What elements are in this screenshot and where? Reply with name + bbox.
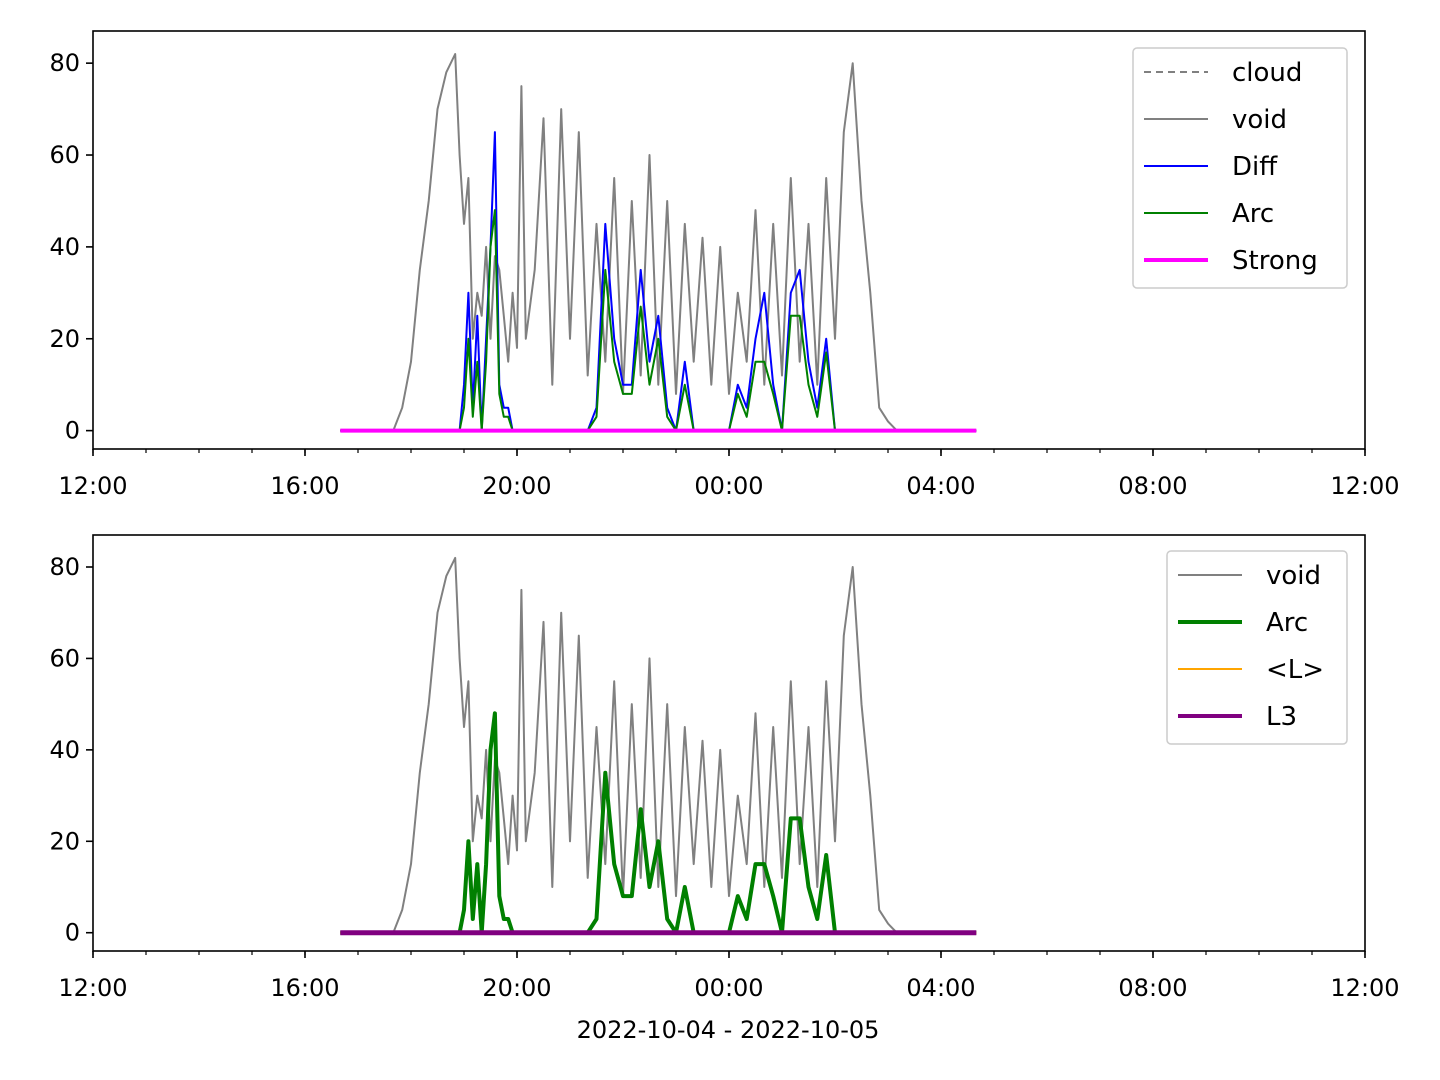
x-tick-label: 12:00 (1330, 472, 1399, 500)
y-tick-label: 20 (49, 325, 80, 353)
y-tick-label: 60 (49, 141, 80, 169)
y-tick-label: 40 (49, 233, 80, 261)
series-line-arc (340, 711, 977, 935)
legend-label: L3 (1266, 702, 1297, 732)
x-tick-label: 04:00 (906, 472, 975, 500)
x-tick-label: 12:00 (58, 974, 127, 1002)
x-tick-label: 04:00 (906, 974, 975, 1002)
y-tick-label: 40 (49, 736, 80, 764)
x-tick-label: 20:00 (482, 974, 551, 1002)
x-tick-label: 00:00 (694, 974, 763, 1002)
x-tick-label: 08:00 (1118, 974, 1187, 1002)
panel-2: 0 20 40 60 80 12:00 16:00 20:00 00:00 04:00 08:00 1… (49, 534, 1400, 1002)
x-tick-label: 16:00 (270, 974, 339, 1002)
legend-frame (1166, 550, 1348, 745)
y-tick-label: 0 (65, 919, 80, 947)
y-tick-label: 80 (49, 553, 80, 581)
y-tick-label: 0 (65, 417, 80, 445)
x-tick-label: 12:00 (1330, 974, 1399, 1002)
legend-label: void (1232, 105, 1287, 135)
x-tick-label: 12:00 (58, 472, 127, 500)
y-tick-label: 80 (49, 49, 80, 77)
legend-label: Diff (1232, 152, 1278, 182)
legend-label: <L> (1266, 655, 1324, 685)
x-tick-label: 08:00 (1118, 472, 1187, 500)
legend-label: Arc (1266, 608, 1308, 638)
x-tick-label: 20:00 (482, 472, 551, 500)
legend: cloud void Diff Arc Strong (1132, 47, 1348, 289)
legend-label: void (1266, 561, 1321, 591)
x-axis-label: 2022-10-04 - 2022-10-05 (577, 1016, 880, 1044)
series-group (340, 53, 977, 433)
legend: void Arc <L> L3 (1166, 550, 1348, 745)
legend-label: Strong (1232, 246, 1318, 276)
legend-label: Arc (1232, 199, 1274, 229)
series-line-void (340, 556, 977, 934)
y-tick-label: 60 (49, 644, 80, 672)
legend-frame (1132, 47, 1348, 289)
panel-1: 0 20 40 60 80 12:00 16:00 20:00 00:00 04:00 08:00 1… (49, 30, 1400, 500)
panels: 0 20 40 60 80 12:00 16:00 20:00 00:00 04:00 08:00 1… (49, 30, 1400, 1002)
series-line-arc (340, 209, 977, 432)
series-line-void (340, 53, 977, 432)
x-tick-label: 16:00 (270, 472, 339, 500)
y-tick-label: 20 (49, 827, 80, 855)
x-tick-label: 00:00 (694, 472, 763, 500)
series-group (340, 556, 977, 936)
legend-label: cloud (1232, 58, 1302, 88)
